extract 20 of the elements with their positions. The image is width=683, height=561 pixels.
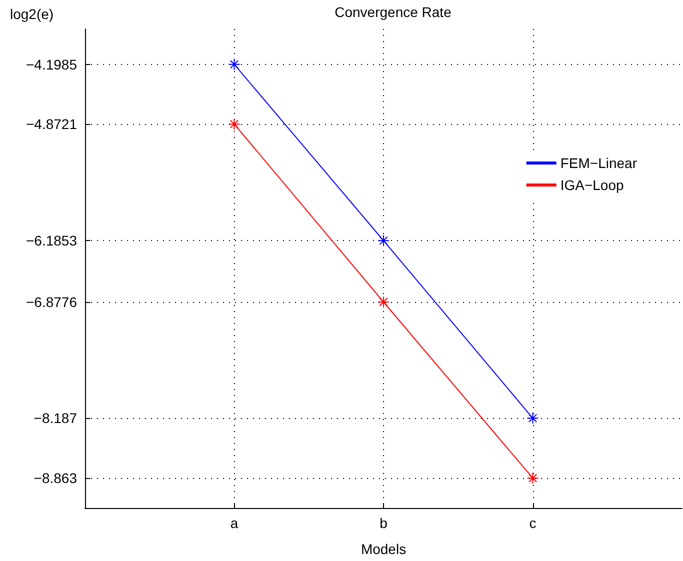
point: [378, 296, 390, 308]
y-tick-label: −6.1853: [26, 232, 78, 249]
y-axis-title: log2(e): [10, 6, 54, 22]
legend-label: IGA−Loop: [560, 177, 624, 193]
x-tick-label: c: [529, 515, 536, 531]
point: [228, 118, 240, 130]
chart-title: Convergence Rate: [334, 4, 452, 20]
y-tick-label: −4.8721: [26, 116, 78, 132]
y-tick-label: −8.187: [34, 410, 78, 426]
y-tick-label: −6.8776: [26, 294, 78, 310]
point: [526, 412, 539, 424]
legend-label: FEM−Linear: [560, 155, 638, 171]
y-tick-label: −4.1985: [26, 56, 78, 72]
x-tick-label: a: [230, 515, 238, 531]
point: [526, 472, 539, 484]
y-tick-label: −8.863: [34, 470, 78, 486]
x-tick-label: b: [380, 515, 388, 531]
point: [228, 58, 240, 70]
point: [378, 234, 390, 247]
x-axis-title: Models: [360, 541, 406, 557]
